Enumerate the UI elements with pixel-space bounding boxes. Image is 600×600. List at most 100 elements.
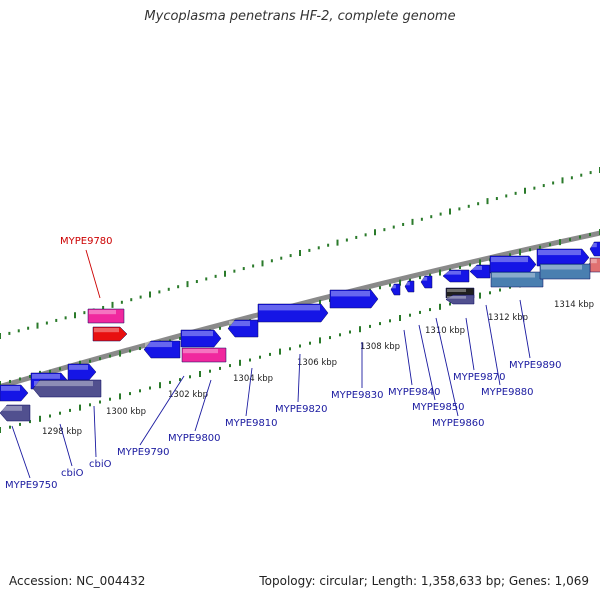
cds-arrow-shape[interactable]: [143, 340, 181, 359]
cds-arrow-shape[interactable]: [180, 329, 222, 348]
navy-feature[interactable]: [32, 379, 102, 398]
gene-label[interactable]: MYPE9850: [412, 402, 465, 413]
gene-leader-line: [194, 379, 212, 432]
cds-arrow-highlight: [229, 321, 250, 327]
cds-arrow[interactable]: [420, 275, 433, 289]
gene-label[interactable]: MYPE9780: [60, 236, 113, 247]
gene-label[interactable]: MYPE9830: [331, 390, 384, 401]
tick-mark-inner-row: [99, 400, 101, 404]
navy-feature-shape[interactable]: [32, 379, 102, 398]
gene-label[interactable]: cbiO: [89, 459, 112, 470]
tick-mark-outer-row-1: [411, 218, 414, 225]
red-feature[interactable]: [92, 326, 128, 342]
pink-feature-shape[interactable]: [87, 308, 125, 324]
cds-arrow[interactable]: [404, 280, 415, 293]
gene-label[interactable]: MYPE9790: [117, 447, 170, 458]
cds-arrow[interactable]: [589, 241, 600, 257]
tick-mark-outer-row-2: [589, 233, 591, 237]
tick-mark-inner-row: [169, 380, 171, 384]
tick-mark-inner-row: [419, 310, 421, 314]
cds-arrow-shape[interactable]: [420, 275, 433, 289]
tick-label: 1310 kbp: [425, 326, 465, 336]
cds-arrow-shape[interactable]: [227, 319, 259, 338]
tick-mark-outer-row-2: [99, 357, 101, 361]
gene-label[interactable]: MYPE9880: [481, 387, 534, 398]
gene-label[interactable]: cbiO: [61, 468, 84, 479]
tick-mark-outer-row-2: [529, 248, 531, 252]
tick-mark-outer-row-1: [524, 187, 526, 194]
cds-arrow-shape[interactable]: [329, 289, 379, 309]
tick-mark-outer-row-1: [233, 269, 236, 273]
tick-mark-outer-row-1: [364, 233, 367, 237]
steel-feature[interactable]: [490, 271, 544, 288]
cds-arrow-shape[interactable]: [489, 255, 537, 274]
cds-arrow-shape[interactable]: [404, 280, 415, 293]
gene-label[interactable]: MYPE9810: [225, 418, 278, 429]
pink-feature[interactable]: [87, 308, 125, 324]
cds-arrow[interactable]: [180, 329, 222, 348]
tick-mark-inner-row: [109, 397, 111, 401]
gene-label[interactable]: MYPE9750: [5, 480, 58, 491]
cds-arrow[interactable]: [227, 319, 259, 338]
gene-label[interactable]: MYPE9820: [275, 404, 328, 415]
tick-mark-inner-row: [9, 425, 11, 429]
cds-arrow-shape[interactable]: [257, 303, 329, 323]
navy-feature-shape[interactable]: [0, 404, 31, 422]
cds-arrow[interactable]: [0, 384, 29, 402]
navy-feature[interactable]: [0, 404, 31, 422]
steel-feature-shape[interactable]: [539, 263, 591, 280]
tick-mark-outer-row-1: [327, 243, 330, 247]
tick-mark-outer-row-1: [514, 191, 517, 195]
cds-arrow[interactable]: [143, 340, 181, 359]
steel-feature-shape[interactable]: [490, 271, 544, 288]
tick-mark-inner-row: [389, 319, 391, 323]
red-feature-shape[interactable]: [92, 326, 128, 342]
pink-feature-shape[interactable]: [181, 347, 227, 363]
cds-arrow-highlight: [591, 243, 597, 248]
tick-mark-outer-row-1: [205, 277, 208, 281]
cds-arrow-shape[interactable]: [67, 363, 97, 381]
tick-mark-outer-row-1: [308, 248, 311, 252]
gene-leader-line: [465, 317, 475, 371]
tick-mark-inner-row: [289, 347, 291, 351]
gene-label[interactable]: MYPE9840: [388, 387, 441, 398]
tick-mark-outer-row-2: [479, 259, 481, 266]
tick-mark-outer-row-2: [129, 349, 131, 353]
gene-label[interactable]: MYPE9870: [453, 372, 506, 383]
navy-feature-shape[interactable]: [445, 294, 475, 305]
tick-mark-outer-row-1: [289, 254, 292, 258]
tick-mark-outer-row-1: [495, 197, 498, 201]
tick-mark-outer-row-1: [167, 287, 170, 291]
cds-arrow-shape[interactable]: [390, 283, 401, 296]
cds-arrow[interactable]: [469, 264, 491, 279]
pink-feature[interactable]: [181, 347, 227, 363]
gene-label[interactable]: MYPE9860: [432, 418, 485, 429]
gene-label[interactable]: MYPE9890: [509, 360, 562, 371]
tick-mark-outer-row-1: [8, 331, 11, 335]
cds-arrow-shape[interactable]: [589, 241, 600, 257]
tick-mark-outer-row-1: [0, 333, 1, 339]
navy-feature[interactable]: [445, 294, 475, 305]
tick-mark-inner-row: [329, 336, 331, 340]
tick-mark-outer-row-1: [449, 208, 451, 215]
cds-arrow[interactable]: [489, 255, 537, 274]
tick-mark-outer-row-1: [430, 215, 433, 219]
gene-label[interactable]: MYPE9800: [168, 433, 221, 444]
cds-arrow[interactable]: [257, 303, 329, 323]
cds-arrow-highlight: [182, 331, 213, 337]
cds-arrow-shape[interactable]: [469, 264, 491, 279]
cds-arrow[interactable]: [442, 269, 470, 283]
cds-arrow-highlight: [471, 266, 482, 270]
cds-arrow-shape[interactable]: [0, 384, 29, 402]
tick-mark-outer-row-1: [420, 217, 423, 221]
cds-arrow[interactable]: [329, 289, 379, 309]
cds-arrow[interactable]: [536, 248, 590, 267]
tick-label: 1302 kbp: [168, 390, 208, 400]
pink-feature[interactable]: [589, 257, 600, 273]
cds-arrow[interactable]: [390, 283, 401, 296]
cds-arrow[interactable]: [67, 363, 97, 381]
steel-feature[interactable]: [539, 263, 591, 280]
cds-arrow-shape[interactable]: [536, 248, 590, 267]
cds-arrow-shape[interactable]: [442, 269, 470, 283]
